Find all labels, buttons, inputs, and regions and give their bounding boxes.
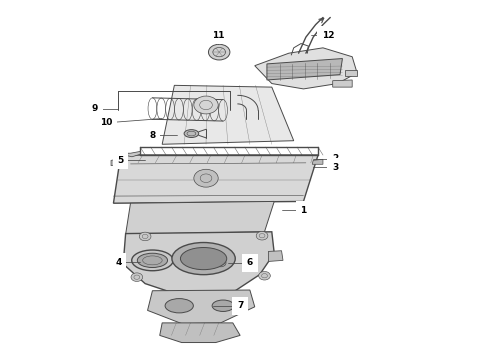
Polygon shape <box>125 202 274 234</box>
Text: 1: 1 <box>300 206 307 215</box>
Circle shape <box>194 169 218 187</box>
Circle shape <box>208 44 230 60</box>
Circle shape <box>215 259 226 267</box>
Ellipse shape <box>172 243 235 275</box>
Polygon shape <box>160 323 240 342</box>
Text: 9: 9 <box>92 104 98 113</box>
Polygon shape <box>162 85 294 144</box>
Polygon shape <box>127 152 140 157</box>
Polygon shape <box>147 290 255 324</box>
Polygon shape <box>345 70 357 76</box>
Ellipse shape <box>165 298 194 313</box>
Text: 3: 3 <box>332 163 338 172</box>
Circle shape <box>131 273 143 282</box>
Polygon shape <box>255 48 357 89</box>
Ellipse shape <box>180 248 227 270</box>
Text: 10: 10 <box>100 118 112 127</box>
Polygon shape <box>123 232 274 293</box>
Circle shape <box>194 96 218 114</box>
Polygon shape <box>111 158 121 166</box>
Polygon shape <box>269 251 283 261</box>
Text: 7: 7 <box>237 301 244 310</box>
Polygon shape <box>312 159 323 164</box>
Circle shape <box>256 231 268 240</box>
Ellipse shape <box>132 250 173 271</box>
Polygon shape <box>333 80 352 87</box>
Text: 12: 12 <box>321 31 334 40</box>
Polygon shape <box>267 59 343 80</box>
Ellipse shape <box>184 130 199 138</box>
Text: 2: 2 <box>332 154 338 163</box>
Ellipse shape <box>211 258 230 268</box>
Circle shape <box>139 232 151 241</box>
Text: 8: 8 <box>149 131 155 140</box>
Text: 4: 4 <box>115 258 122 267</box>
Ellipse shape <box>212 300 234 311</box>
Text: 11: 11 <box>212 31 224 40</box>
Text: 6: 6 <box>247 258 253 267</box>
Circle shape <box>259 271 270 280</box>
Polygon shape <box>114 155 318 203</box>
Text: 5: 5 <box>118 156 124 165</box>
Ellipse shape <box>137 253 168 267</box>
